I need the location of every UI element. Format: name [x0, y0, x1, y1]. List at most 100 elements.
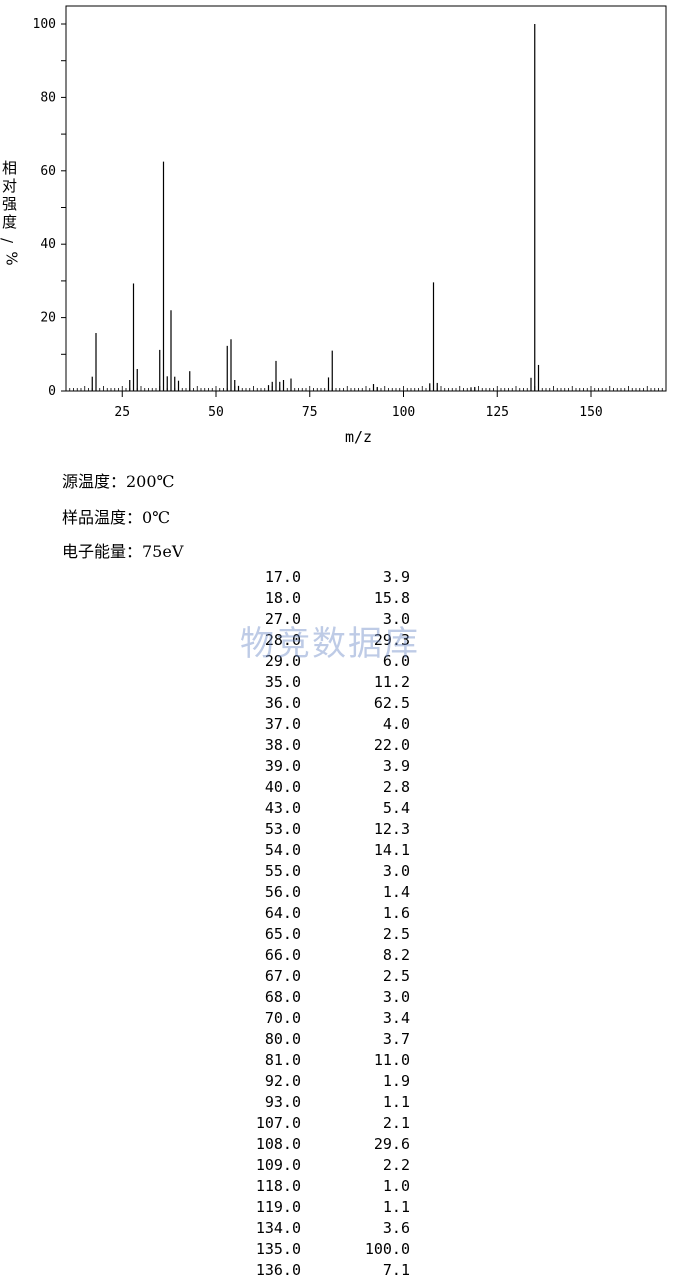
intensity-value: 15.8: [373, 589, 410, 607]
intensity-value: 1.4: [382, 883, 410, 901]
mz-value: 64.0: [264, 904, 301, 922]
table-row: 36.0 62.5: [230, 694, 430, 715]
mass-spectrum-chart: 25 50 75 100 125 150 0 20 40 60 80 100: [33, 5, 667, 420]
intensity-value: 14.1: [373, 841, 410, 859]
intensity-value: 8.2: [382, 946, 410, 964]
intensity-value: 3.9: [382, 568, 410, 586]
mz-value: 56.0: [264, 883, 301, 901]
table-row: 54.0 14.1: [230, 841, 430, 862]
table-row: 66.0 8.2: [230, 946, 430, 967]
intensity-value: 29.3: [373, 631, 410, 649]
x-tick-label: 50: [208, 405, 224, 420]
table-row: 55.0 3.0: [230, 862, 430, 883]
table-row: 28.0 29.3: [230, 631, 430, 652]
y-tick-label: 0: [48, 384, 56, 399]
table-row: 118.0 1.0: [230, 1177, 430, 1198]
table-row: 109.0 2.2: [230, 1156, 430, 1177]
mz-value: 81.0: [264, 1051, 301, 1069]
intensity-value: 62.5: [373, 694, 410, 712]
plot-frame: [65, 5, 667, 392]
mz-value: 18.0: [264, 589, 301, 607]
y-axis-label-char: 强: [2, 195, 18, 213]
mz-value: 67.0: [264, 967, 301, 985]
intensity-value: 3.4: [382, 1009, 410, 1027]
table-row: 18.0 15.8: [230, 589, 430, 610]
mz-value: 92.0: [264, 1072, 301, 1090]
y-tick-label: 40: [40, 237, 56, 252]
intensity-value: 3.9: [382, 757, 410, 775]
table-row: 93.0 1.1: [230, 1093, 430, 1114]
table-row: 27.0 3.0: [230, 610, 430, 631]
intensity-value: 2.8: [382, 778, 410, 796]
source-temperature: 源温度：200℃: [62, 472, 175, 491]
intensity-value: 1.6: [382, 904, 410, 922]
table-row: 80.0 3.7: [230, 1030, 430, 1051]
y-tick-label: 20: [40, 311, 56, 326]
sample-temperature: 样品温度：0℃: [62, 508, 171, 527]
y-axis-label-char: 相: [2, 159, 18, 177]
table-row: 67.0 2.5: [230, 967, 430, 988]
x-tick-label: 25: [114, 405, 130, 420]
y-axis-label-char: 对: [2, 177, 18, 195]
table-row: 81.0 11.0: [230, 1051, 430, 1072]
intensity-value: 7.1: [382, 1261, 410, 1279]
electron-energy: 电子能量：75eV: [62, 542, 184, 561]
mz-value: 36.0: [264, 694, 301, 712]
mz-value: 27.0: [264, 610, 301, 628]
table-row: 136.0 7.1: [230, 1261, 430, 1282]
mz-value: 136.0: [255, 1261, 301, 1279]
x-tick-label: 150: [579, 405, 602, 420]
table-row: 92.0 1.9: [230, 1072, 430, 1093]
table-row: 135.0 100.0: [230, 1240, 430, 1261]
table-row: 65.0 2.5: [230, 925, 430, 946]
y-tick-label: 100: [33, 17, 56, 32]
intensity-value: 5.4: [382, 799, 410, 817]
table-row: 43.0 5.4: [230, 799, 430, 820]
mz-value: 43.0: [264, 799, 301, 817]
table-row: 134.0 3.6: [230, 1219, 430, 1240]
intensity-value: 3.7: [382, 1030, 410, 1048]
mz-value: 39.0: [264, 757, 301, 775]
y-axis-label-char: 度: [2, 213, 18, 231]
intensity-value: 100.0: [364, 1240, 410, 1258]
table-row: 108.0 29.6: [230, 1135, 430, 1156]
mz-value: 17.0: [264, 568, 301, 586]
y-tick-label: 80: [40, 90, 56, 105]
mz-value: 53.0: [264, 820, 301, 838]
intensity-value: 11.2: [373, 673, 410, 691]
intensity-value: 2.5: [382, 925, 410, 943]
intensity-value: 2.1: [382, 1114, 410, 1132]
intensity-value: 1.9: [382, 1072, 410, 1090]
intensity-value: 1.1: [382, 1198, 410, 1216]
y-axis-label-char: /: [0, 238, 16, 243]
table-row: 39.0 3.9: [230, 757, 430, 778]
table-row: 38.0 22.0: [230, 736, 430, 757]
table-row: 68.0 3.0: [230, 988, 430, 1009]
table-row: 56.0 1.4: [230, 883, 430, 904]
intensity-value: 22.0: [373, 736, 410, 754]
table-row: 53.0 12.3: [230, 820, 430, 841]
intensity-value: 2.5: [382, 967, 410, 985]
x-tick-label: 100: [392, 405, 415, 420]
table-row: 107.0 2.1: [230, 1114, 430, 1135]
mz-value: 28.0: [264, 631, 301, 649]
table-row: 29.0 6.0: [230, 652, 430, 673]
intensity-value: 4.0: [382, 715, 410, 733]
y-axis-label-char: %: [2, 251, 21, 266]
table-row: 119.0 1.1: [230, 1198, 430, 1219]
mz-value: 135.0: [255, 1240, 301, 1258]
mz-value: 66.0: [264, 946, 301, 964]
intensity-value: 3.6: [382, 1219, 410, 1237]
mz-value: 80.0: [264, 1030, 301, 1048]
intensity-value: 3.0: [382, 862, 410, 880]
table-row: 17.0 3.9: [230, 568, 430, 589]
mz-value: 107.0: [255, 1114, 301, 1132]
intensity-value: 2.2: [382, 1156, 410, 1174]
mz-value: 134.0: [255, 1219, 301, 1237]
x-tick-label: 125: [486, 405, 509, 420]
mz-value: 70.0: [264, 1009, 301, 1027]
mz-value: 35.0: [264, 673, 301, 691]
intensity-value: 29.6: [373, 1135, 410, 1153]
intensity-value: 3.0: [382, 988, 410, 1006]
peak-table: 17.0 3.9 18.0 15.8 27.0 3.0 28.0 29.3 29.0 6.0 35.…: [230, 568, 430, 1282]
